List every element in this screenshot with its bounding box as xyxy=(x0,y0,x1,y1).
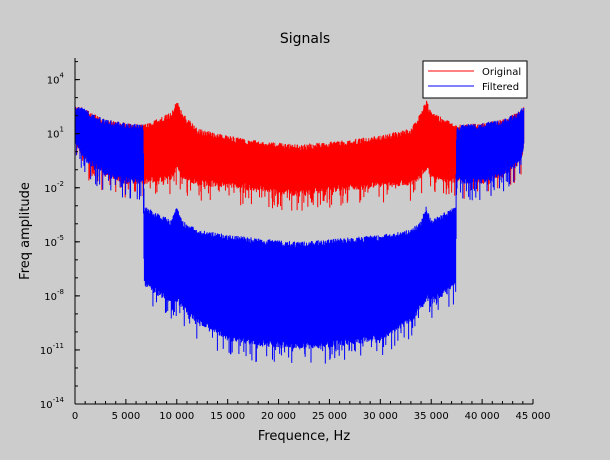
x-tick-label: 0 xyxy=(72,411,78,422)
y-tick-label: 10-11 xyxy=(40,342,64,357)
x-tick-label: 30 000 xyxy=(363,411,398,422)
x-axis-label: Frequence, Hz xyxy=(258,429,351,444)
chart-title: Signals xyxy=(280,31,330,47)
y-ticks: 104 101 10-2 10-5 10-8 10-11 10-14 xyxy=(40,61,80,411)
x-tick-label: 40 000 xyxy=(465,411,500,422)
legend-label-filtered: Filtered xyxy=(482,82,519,93)
x-tick-label: 25 000 xyxy=(312,411,347,422)
y-tick-label: 10-5 xyxy=(44,234,64,249)
x-tick-label: 5 000 xyxy=(112,411,141,422)
series-filtered-trace xyxy=(74,106,525,364)
legend-box xyxy=(422,60,528,99)
x-ticks: 0 5 000 10 000 15 000 20 000 25 000 30 000 35 0… xyxy=(72,399,551,422)
y-tick-label: 101 xyxy=(47,126,64,141)
x-tick-label: 15 000 xyxy=(210,411,245,422)
series-filtered xyxy=(74,106,525,364)
y-axis-label: Freq amplitude xyxy=(18,182,33,280)
x-tick-label: 20 000 xyxy=(261,411,296,422)
x-tick-label: 10 000 xyxy=(159,411,194,422)
x-tick-label: 35 000 xyxy=(414,411,449,422)
plot-area xyxy=(74,100,525,364)
y-tick-label: 10-2 xyxy=(44,180,64,195)
y-tick-label: 104 xyxy=(47,72,65,87)
y-tick-label: 10-14 xyxy=(40,396,65,411)
x-tick-label: 45 000 xyxy=(516,411,551,422)
legend: Original Filtered xyxy=(422,60,528,99)
legend-label-original: Original xyxy=(482,67,521,78)
y-tick-label: 10-8 xyxy=(44,288,64,303)
